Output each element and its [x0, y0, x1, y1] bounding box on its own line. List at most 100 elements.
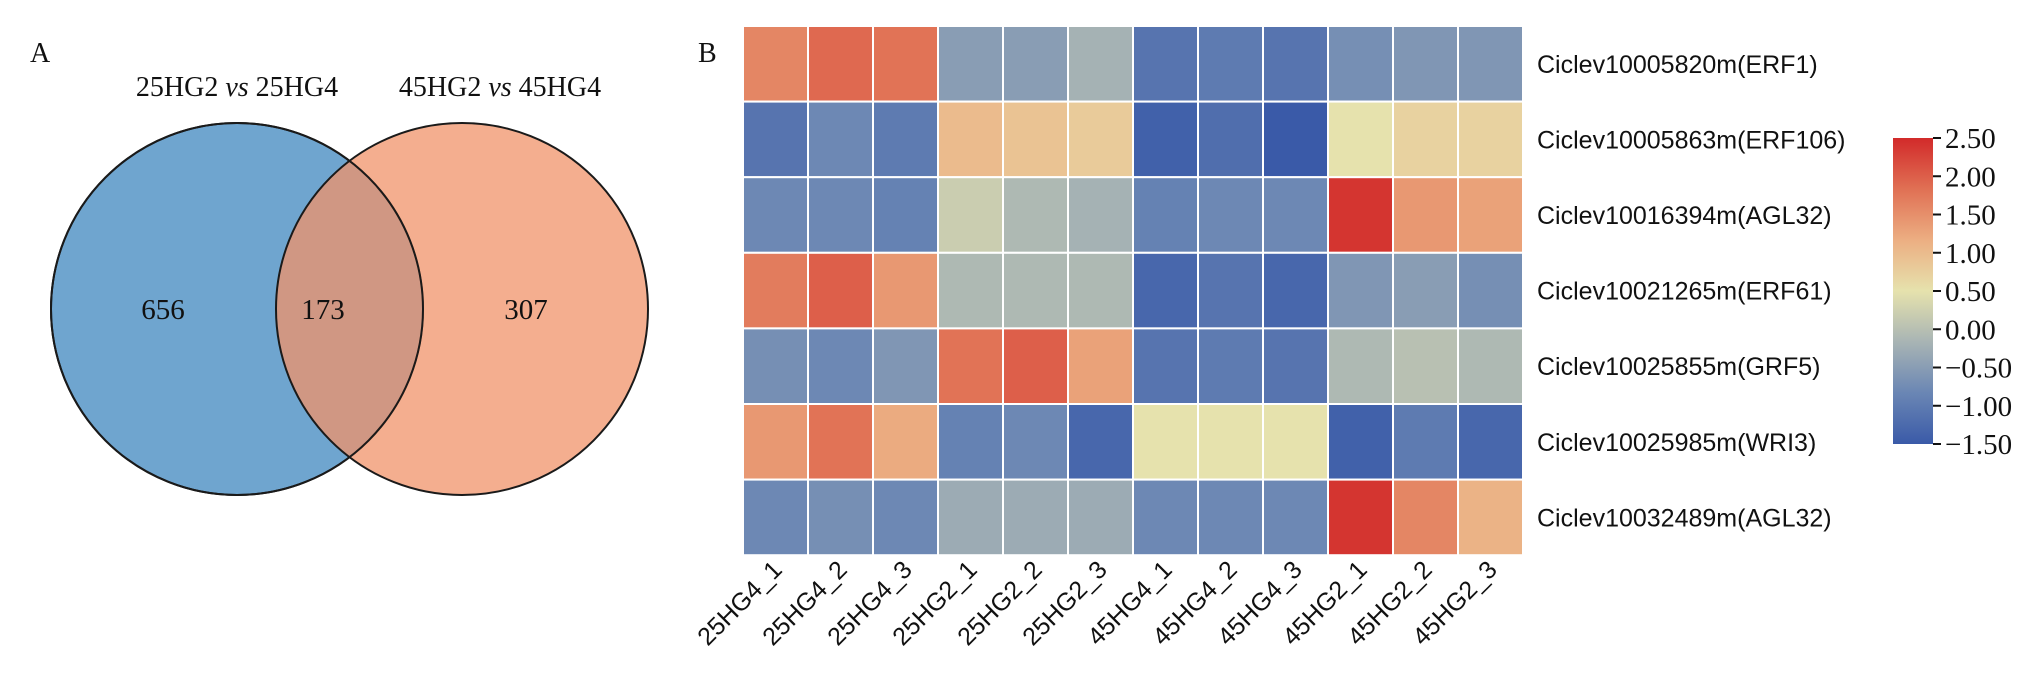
right-set-title-suffix: 45HG4 — [512, 72, 601, 103]
panel-a: A 25HG2 vs 25HG4 45HG2 vs 45HG4 656 173 … — [30, 38, 649, 496]
heatmap-cell — [1002, 251, 1069, 330]
heatmap-cell — [1262, 403, 1329, 481]
heatmap-cell — [807, 478, 874, 557]
heatmap-cell — [1327, 251, 1394, 330]
heatmap-cells — [742, 25, 1524, 557]
heatmap-cell — [872, 327, 939, 405]
heatmap-cell — [1132, 327, 1199, 405]
colorbar-tick-label: 1.50 — [1945, 200, 1996, 232]
heatmap-cell — [1327, 25, 1394, 103]
heatmap-row-label: Ciclev10025985m(WRI3) — [1537, 429, 1816, 457]
colorbar-tick-label: 2.00 — [1945, 161, 1996, 193]
heatmap-row-labels: Ciclev10005820m(ERF1) Ciclev10005863m(ERF… — [1537, 51, 1845, 533]
heatmap-row-label: Ciclev10021265m(ERF61) — [1537, 278, 1832, 306]
heatmap-cell — [742, 25, 809, 103]
heatmap-cell — [1067, 327, 1134, 405]
heatmap-cell — [872, 478, 939, 557]
heatmap-cell — [1002, 478, 1069, 557]
heatmap-cell — [1002, 176, 1069, 254]
heatmap-cell — [1262, 327, 1329, 405]
left-set-title: 25HG2 vs 25HG4 — [136, 72, 338, 103]
colorbar-tick-label: 2.50 — [1945, 123, 1996, 155]
heatmap-cell — [742, 176, 809, 254]
colorbar-tick-label: 1.00 — [1945, 238, 1996, 270]
heatmap-cell — [807, 327, 874, 405]
heatmap-cell — [1132, 100, 1199, 179]
heatmap-cell — [742, 327, 809, 405]
heatmap-cell — [807, 403, 874, 481]
venn-only-left-count: 656 — [141, 294, 185, 326]
heatmap-cell — [872, 251, 939, 330]
heatmap-row-label: Ciclev10016394m(AGL32) — [1537, 202, 1832, 230]
heatmap-cell — [872, 403, 939, 481]
heatmap-cell — [1457, 25, 1524, 103]
venn-only-right-count: 307 — [504, 294, 548, 326]
heatmap-cell — [1457, 176, 1524, 254]
left-set-title-prefix: 25HG2 — [136, 72, 225, 103]
heatmap-cell — [742, 100, 809, 179]
right-set-title-vs: vs — [488, 72, 511, 103]
heatmap-cell — [1067, 403, 1134, 481]
heatmap-cell — [1392, 251, 1459, 330]
heatmap-cell — [1197, 176, 1264, 254]
right-set-title-prefix: 45HG2 — [399, 72, 488, 103]
colorbar-tick-label: −0.50 — [1945, 353, 2012, 385]
heatmap-cell — [1327, 176, 1394, 254]
heatmap-cell — [872, 176, 939, 254]
heatmap-cell — [1002, 25, 1069, 103]
heatmap-cell — [1067, 25, 1134, 103]
heatmap-cell — [1067, 251, 1134, 330]
colorbar: 2.50 2.00 1.50 1.00 0.50 0.00 −0.50 −1.00 −1.50 — [1893, 123, 2012, 461]
heatmap-cell — [1262, 100, 1329, 179]
heatmap-cell — [1327, 478, 1394, 557]
heatmap-row-label: Ciclev10005863m(ERF106) — [1537, 126, 1845, 154]
panel-b: B Ciclev10005820m(ERF1) Ciclev10005863m(E… — [692, 25, 2012, 651]
colorbar-gradient — [1893, 138, 1933, 444]
heatmap-cell — [1392, 100, 1459, 179]
venn-right-circle — [275, 122, 649, 496]
heatmap-cell — [807, 176, 874, 254]
heatmap-cell — [1262, 251, 1329, 330]
heatmap-cell — [807, 251, 874, 330]
heatmap-cell — [1457, 251, 1524, 330]
panel-a-label: A — [30, 38, 51, 69]
heatmap-cell — [1197, 327, 1264, 405]
panel-b-label: B — [698, 38, 717, 69]
left-set-title-suffix: 25HG4 — [249, 72, 338, 103]
heatmap-row-label: Ciclev10005820m(ERF1) — [1537, 51, 1818, 79]
heatmap-cell — [1132, 251, 1199, 330]
heatmap-cell — [1392, 25, 1459, 103]
heatmap-cell — [1197, 251, 1264, 330]
heatmap-cell — [742, 478, 809, 557]
heatmap-row-label: Ciclev10032489m(AGL32) — [1537, 504, 1832, 532]
colorbar-tick-label: −1.50 — [1945, 429, 2012, 461]
heatmap-cell — [937, 478, 1004, 557]
heatmap-cell — [1262, 176, 1329, 254]
heatmap-cell — [1457, 478, 1524, 557]
venn-left-outline — [50, 122, 424, 496]
heatmap-cell — [1262, 478, 1329, 557]
heatmap-cell — [937, 403, 1004, 481]
heatmap-cell — [1067, 100, 1134, 179]
heatmap-cell — [1197, 100, 1264, 179]
venn-overlap-count: 173 — [301, 294, 345, 326]
heatmap-column-labels: 25HG4_125HG4_225HG4_325HG2_125HG2_225HG2… — [692, 556, 1502, 651]
heatmap-cell — [1392, 403, 1459, 481]
heatmap-cell — [1132, 176, 1199, 254]
heatmap-cell — [1002, 403, 1069, 481]
colorbar-tick-label: 0.00 — [1945, 314, 1996, 346]
heatmap-cell — [1132, 478, 1199, 557]
heatmap-cell — [1327, 327, 1394, 405]
heatmap-cell — [1327, 100, 1394, 179]
heatmap-cell — [1197, 403, 1264, 481]
heatmap-cell — [872, 25, 939, 103]
heatmap-cell — [1132, 403, 1199, 481]
heatmap-cell — [1197, 478, 1264, 557]
heatmap-row-label: Ciclev10025855m(GRF5) — [1537, 353, 1820, 381]
heatmap-cell — [1067, 478, 1134, 557]
heatmap-cell — [937, 327, 1004, 405]
heatmap-cell — [1392, 327, 1459, 405]
colorbar-tick-label: 0.50 — [1945, 276, 1996, 308]
heatmap-cell — [872, 100, 939, 179]
